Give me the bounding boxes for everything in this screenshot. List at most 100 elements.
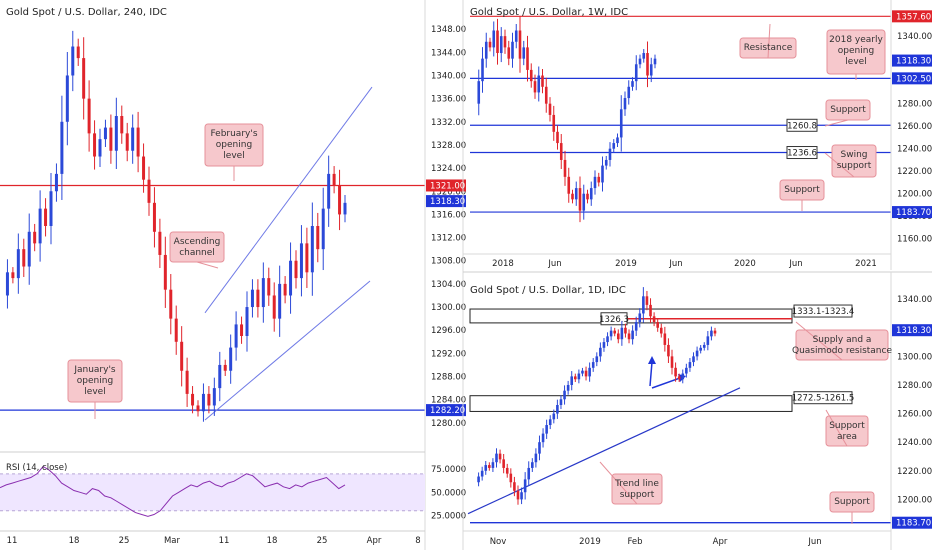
candle-body xyxy=(649,64,653,76)
price-label: 1302.50 xyxy=(896,74,931,84)
candle-body xyxy=(548,103,552,115)
candle-body xyxy=(713,330,717,334)
candle-body xyxy=(169,289,173,319)
candle-body xyxy=(534,453,538,463)
candle-body xyxy=(685,367,688,374)
candle-body xyxy=(114,116,118,151)
y-tick-label: 1240.00 xyxy=(897,145,932,155)
candle-body xyxy=(581,370,584,374)
candle-body xyxy=(670,356,674,368)
candle-body xyxy=(595,356,599,363)
candle-body xyxy=(556,405,559,414)
callout-support-1-text: Support xyxy=(830,105,866,115)
candle-body xyxy=(706,336,710,345)
callout-support-2-text: Support xyxy=(784,185,820,195)
candle-body xyxy=(488,465,491,468)
candle-body xyxy=(142,156,146,180)
candle-body xyxy=(261,278,265,308)
x-tick-label: Feb xyxy=(627,537,642,547)
candle-body xyxy=(663,333,667,345)
price-label: 1318.30 xyxy=(896,326,931,336)
candle-body xyxy=(627,333,631,340)
x-tick-label: 25 xyxy=(317,536,328,546)
candle-body xyxy=(185,370,189,394)
candle-body xyxy=(533,81,537,93)
y-tick-label: 1296.00 xyxy=(431,326,466,336)
y-tick-label: 1260.00 xyxy=(897,410,932,420)
candle-body xyxy=(667,344,670,357)
x-tick-label: Jun xyxy=(547,259,561,269)
callout-supply-text: Supply and a xyxy=(813,335,872,345)
candle-body xyxy=(491,462,495,468)
candle-body xyxy=(234,324,238,348)
candle-body xyxy=(623,98,627,110)
callout-jan-text: level xyxy=(84,387,105,397)
candle-body xyxy=(552,114,556,132)
candle-body xyxy=(201,393,205,412)
price-label: 1183.70 xyxy=(896,519,931,529)
candle-body xyxy=(505,467,509,474)
candle-body xyxy=(207,393,211,406)
candle-body xyxy=(125,133,129,151)
candle-body xyxy=(87,98,91,134)
callout-yearly-text: opening xyxy=(838,46,874,56)
y-tick-label: 1340.00 xyxy=(431,71,466,81)
candle-body xyxy=(212,388,216,406)
candle-body xyxy=(22,249,26,267)
candle-body xyxy=(649,304,652,317)
candle-body xyxy=(538,442,541,454)
callout-supply-pointer xyxy=(795,321,843,361)
candle-body xyxy=(27,231,31,267)
y-tick-label: 1328.00 xyxy=(431,141,466,151)
candle-body xyxy=(343,202,347,215)
callout-swing-text: support xyxy=(837,161,872,171)
y-tick-label: 1200.00 xyxy=(897,495,932,505)
candle-body xyxy=(136,127,140,157)
x-tick-label: 18 xyxy=(69,536,80,546)
candle-body xyxy=(526,47,529,70)
candle-body xyxy=(33,231,37,244)
candle-body xyxy=(578,188,582,211)
candle-body xyxy=(507,47,511,59)
callout-trend-text: support xyxy=(620,490,655,500)
candle-body xyxy=(294,260,298,279)
w1-level-tag-box xyxy=(786,146,818,160)
price-label-box xyxy=(892,54,932,67)
candle-body xyxy=(481,58,484,82)
candle-body xyxy=(54,173,58,192)
candle-body xyxy=(523,479,527,493)
y-tick-label: 1324.00 xyxy=(431,164,466,174)
candle-body xyxy=(76,46,80,59)
callout-supply-text: Quasimodo resistance xyxy=(792,346,892,356)
candle-body xyxy=(522,47,526,59)
candle-body xyxy=(627,86,631,99)
d1-arrow-up-head xyxy=(648,356,656,364)
y-tick-label: 1348.00 xyxy=(431,25,466,35)
candle-body xyxy=(544,86,548,104)
y-tick-label: 1344.00 xyxy=(431,48,466,58)
x-tick-label: Mar xyxy=(164,536,181,546)
x-tick-label: 11 xyxy=(219,536,230,546)
candle-body xyxy=(229,347,233,371)
candle-body xyxy=(11,272,15,279)
channel-lower-line xyxy=(204,280,371,421)
candle-body xyxy=(541,75,544,87)
candle-body xyxy=(638,58,642,65)
y-tick-label: 1220.00 xyxy=(897,467,932,477)
d1-zone-tag: 1333.1-1323.4 xyxy=(792,307,855,317)
callout-resistance-text: Resistance xyxy=(744,43,793,53)
candle-body xyxy=(548,419,552,426)
candle-body xyxy=(196,405,200,412)
candle-body xyxy=(602,342,606,348)
d1-arrow-up-shaft xyxy=(649,361,653,387)
candle-body xyxy=(223,364,227,371)
candle-body xyxy=(484,465,488,471)
candle-body xyxy=(681,373,685,380)
candle-body xyxy=(103,127,107,140)
candle-body xyxy=(98,139,102,157)
callout-feb-text: opening xyxy=(216,140,252,150)
callout-swing-text: Swing xyxy=(841,150,868,160)
candle-body xyxy=(656,322,659,328)
candle-body xyxy=(71,46,75,76)
